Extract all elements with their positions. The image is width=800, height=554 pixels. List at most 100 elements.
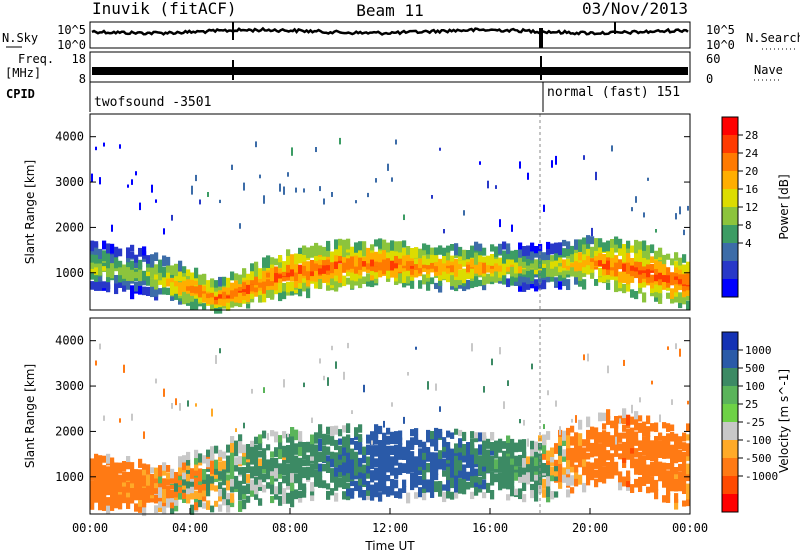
power-cell xyxy=(426,271,431,278)
power-cell xyxy=(614,278,619,288)
power-cell xyxy=(582,250,587,261)
power-cell xyxy=(410,259,415,266)
power-cell xyxy=(470,278,475,289)
velocity-cell xyxy=(290,447,295,456)
velocity-cell xyxy=(118,492,123,499)
power-cell xyxy=(158,288,163,295)
noise-trace-line xyxy=(91,26,689,36)
velocity-cell xyxy=(598,463,603,472)
velocity-cell xyxy=(90,494,95,504)
velocity-cell xyxy=(338,445,343,455)
velocity-cell xyxy=(666,492,671,503)
velocity-cell xyxy=(422,491,427,501)
velocity-cell xyxy=(602,430,607,441)
velocity-cell xyxy=(550,447,555,457)
velocity-cell xyxy=(418,456,423,467)
velocity-cell xyxy=(374,445,379,452)
velocity-cell xyxy=(654,469,659,477)
velocity-cell xyxy=(562,449,567,457)
velocity-cell xyxy=(646,434,651,442)
velocity-cell xyxy=(682,432,687,442)
velocity-cell xyxy=(562,470,567,480)
velocity-cell xyxy=(258,434,263,444)
velocity-cell xyxy=(438,455,443,466)
power-cell xyxy=(150,286,155,298)
velocity-cell xyxy=(286,482,291,490)
power-cell xyxy=(410,248,415,259)
power-cell xyxy=(334,264,339,275)
velocity-cell xyxy=(138,469,143,477)
power-cell xyxy=(426,281,431,291)
velocity-cell xyxy=(94,460,99,468)
velocity-cell xyxy=(118,474,123,485)
velocity-cell xyxy=(306,466,311,476)
power-cell xyxy=(350,262,355,269)
power-cell xyxy=(618,259,623,270)
velocity-cell xyxy=(138,458,143,468)
velocity-cell xyxy=(650,423,655,432)
power-cell xyxy=(266,288,271,295)
velocity-cell xyxy=(334,425,339,435)
power-cell xyxy=(374,263,379,273)
power-cell xyxy=(114,259,119,269)
velocity-cell xyxy=(194,449,199,459)
power-cell xyxy=(206,293,211,305)
velocity-cell xyxy=(474,461,479,468)
velocity-scatter xyxy=(471,343,473,352)
velocity-cell xyxy=(330,426,335,437)
velocity-cell xyxy=(230,493,235,503)
velocity-cell xyxy=(346,472,351,483)
velocity-cell xyxy=(510,465,515,476)
power-cell xyxy=(402,268,407,276)
power-cell xyxy=(638,260,643,271)
power-cell xyxy=(182,278,187,286)
power-cell xyxy=(362,246,367,257)
power-cell xyxy=(170,274,175,283)
power-cell xyxy=(598,242,603,254)
velocity-cell xyxy=(678,449,683,457)
velocity-cell xyxy=(658,471,663,482)
colorbar-tick-label: 4 xyxy=(745,237,752,250)
velocity-cell xyxy=(558,471,563,483)
velocity-cell xyxy=(166,497,171,508)
velocity-cell xyxy=(582,447,587,457)
velocity-cell xyxy=(234,475,239,486)
velocity-cell xyxy=(606,431,611,439)
velocity-cell xyxy=(486,438,491,447)
velocity-cell xyxy=(338,429,343,437)
power-cell xyxy=(290,254,295,265)
velocity-scatter xyxy=(215,355,217,364)
velocity-scatter xyxy=(583,354,585,361)
velocity-cell xyxy=(358,483,363,494)
velocity-cell xyxy=(386,427,391,435)
velocity-cell xyxy=(470,438,475,450)
power-cell xyxy=(506,243,511,253)
velocity-cell xyxy=(494,473,499,483)
velocity-cell xyxy=(410,465,415,473)
velocity-cell xyxy=(358,457,363,467)
power-cell xyxy=(442,269,447,278)
velocity-cell xyxy=(294,455,299,466)
power-cell xyxy=(314,261,319,268)
power-cell xyxy=(246,301,251,309)
velocity-cell xyxy=(422,452,427,460)
power-cell xyxy=(370,264,375,272)
power-cell xyxy=(590,246,595,258)
colorbar-swatch xyxy=(722,225,738,244)
velocity-cell xyxy=(458,478,463,486)
velocity-cell xyxy=(590,451,595,458)
x-tick-label: 16:00 xyxy=(472,521,508,535)
power-cell xyxy=(282,290,287,300)
power-cell xyxy=(658,282,663,291)
velocity-cell xyxy=(130,469,135,479)
velocity-cell xyxy=(214,500,219,507)
power-cell xyxy=(346,269,351,277)
velocity-cell xyxy=(334,481,339,491)
velocity-cell xyxy=(230,499,235,508)
velocity-cell xyxy=(426,451,431,461)
x-tick-label: 04:00 xyxy=(172,521,208,535)
power-cell xyxy=(306,269,311,281)
velocity-cell xyxy=(514,455,519,467)
velocity-cell xyxy=(106,453,111,464)
